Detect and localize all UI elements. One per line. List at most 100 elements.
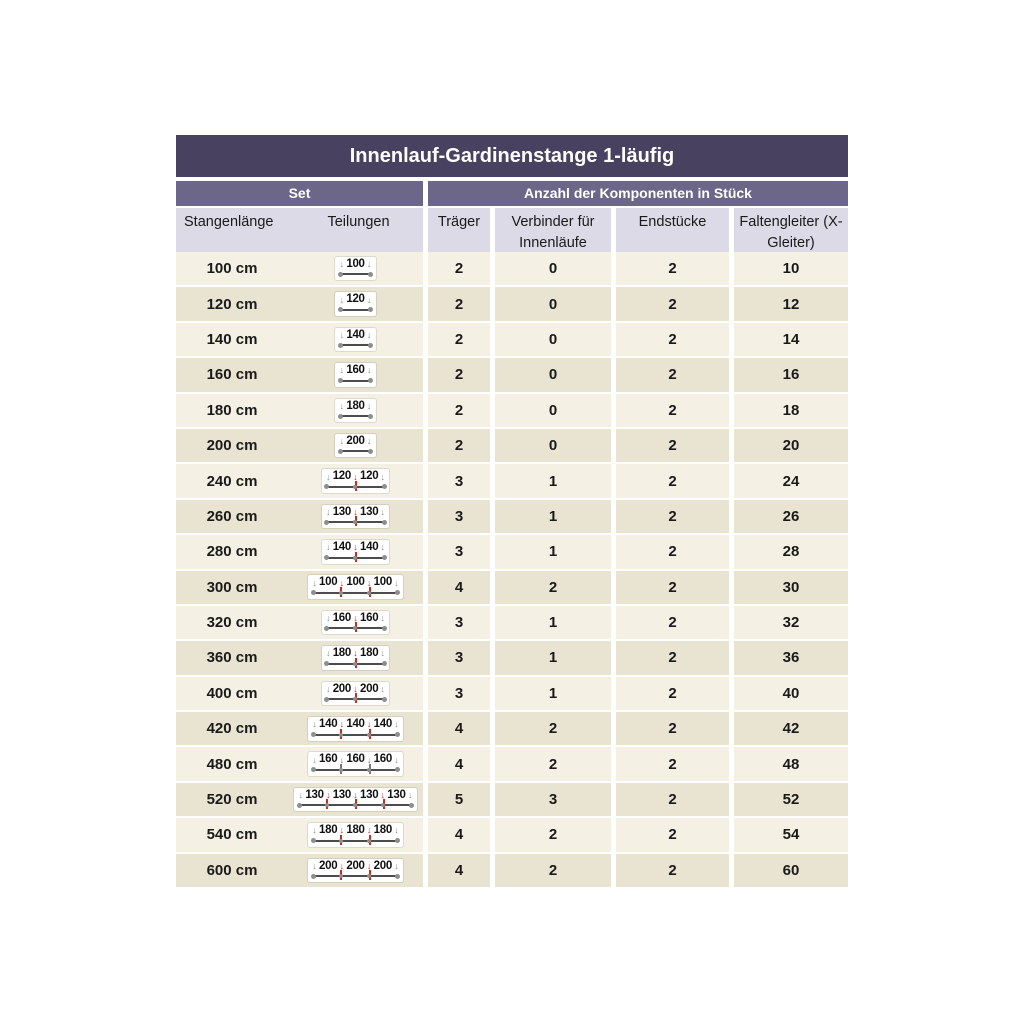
bracket-dot <box>337 307 343 313</box>
rod-length: 160 cm <box>206 366 258 384</box>
bracket-dot <box>381 803 386 808</box>
verbinder-count: 2 <box>495 570 611 604</box>
column-header-stangenlaenge: Stangenlänge <box>184 214 274 230</box>
bracket-dot <box>324 519 330 525</box>
segment-length: 160 <box>346 364 365 377</box>
end-arrow-icon: ↓ <box>380 471 386 482</box>
end-arrow-icon: ↓ <box>366 329 372 340</box>
end-arrow-icon: ↓ <box>312 860 317 871</box>
bracket-dot <box>368 378 374 384</box>
end-arrow-icon: ↓ <box>325 506 331 517</box>
rod-bar <box>340 344 371 347</box>
teilungen-diagram: ↓ 180 ↓ <box>335 398 376 422</box>
segment-length: 160 <box>346 753 365 766</box>
faltengleiter-count: 54 <box>734 818 848 852</box>
teilungen-diagram: ↓ 120 ↓ 120 ↓ <box>321 469 390 493</box>
traeger-count: 3 <box>428 641 490 675</box>
bracket-dot <box>353 803 357 808</box>
set-cell: 360 cm ↓ 180 ↓ 180 ↓ <box>176 641 423 675</box>
rod-length: 300 cm <box>206 578 258 596</box>
verbinder-count: 1 <box>495 535 611 569</box>
rod-bar <box>313 733 398 736</box>
bracket-dot <box>338 732 343 737</box>
teilungen-diagram: ↓ 100 ↓ <box>335 256 376 281</box>
bracket-dot <box>353 520 357 525</box>
teilungen-diagram: ↓ 160 ↓ <box>335 363 376 387</box>
diagram-dimension-labels: ↓ 140 ↓ 140 ↓ 140 ↓ <box>311 719 400 731</box>
bracket-dot <box>381 625 387 631</box>
traeger-count: 3 <box>428 499 490 534</box>
diagram-dimension-labels: ↓ 100 ↓ <box>338 257 372 271</box>
bracket-dot <box>338 838 343 843</box>
rod-length: 180 cm <box>206 401 258 419</box>
connector-arrow-icon: ↓ <box>353 683 358 694</box>
table-row: 400 cm ↓ 200 ↓ 200 ↓ 3 1 2 40 <box>176 676 848 711</box>
bracket-dot <box>353 626 357 631</box>
teilungen-cell: ↓ 130 ↓ 130 ↓ 130 ↓ 130 ↓ <box>288 787 423 812</box>
end-arrow-icon: ↓ <box>325 613 331 624</box>
segment-length: 130 <box>360 788 379 801</box>
rod-line <box>310 586 401 597</box>
set-cell: 180 cm ↓ 180 ↓ <box>176 393 423 427</box>
diagram-dimension-labels: ↓ 200 ↓ 200 ↓ 200 ↓ <box>311 860 400 873</box>
rod-line <box>296 799 415 810</box>
teilungen-diagram: ↓ 180 ↓ 180 ↓ 180 ↓ <box>308 823 403 847</box>
faltengleiter-count: 40 <box>734 676 848 711</box>
bracket-dot <box>296 802 302 808</box>
bracket-dot <box>324 625 330 631</box>
segment-length: 140 <box>360 541 379 554</box>
end-arrow-icon: ↓ <box>339 400 345 411</box>
teilungen-diagram: ↓ 180 ↓ 180 ↓ <box>321 646 390 670</box>
teilungen-cell: ↓ 180 ↓ 180 ↓ <box>288 646 423 670</box>
bracket-dot <box>368 342 374 348</box>
connector-arrow-icon: ↓ <box>353 613 358 624</box>
verbinder-count: 3 <box>495 782 611 817</box>
bracket-dot <box>409 802 415 808</box>
verbinder-count: 1 <box>495 499 611 534</box>
connector-arrow-icon: ↓ <box>339 719 345 730</box>
connector-arrow-icon: ↓ <box>339 860 345 871</box>
verbinder-count: 0 <box>495 252 611 286</box>
diagram-dimension-labels: ↓ 200 ↓ <box>338 435 372 448</box>
end-arrow-icon: ↓ <box>312 754 317 765</box>
set-cell: 520 cm ↓ 130 ↓ 130 ↓ 130 ↓ 130 ↓ <box>176 782 423 817</box>
table-row: 120 cm ↓ 120 ↓ 2 0 2 12 <box>176 287 848 321</box>
bracket-dot <box>367 874 372 879</box>
end-arrow-icon: ↓ <box>312 825 317 836</box>
table-row: 520 cm ↓ 130 ↓ 130 ↓ 130 ↓ 130 ↓ 5 3 2 52 <box>176 782 848 817</box>
teilungen-diagram: ↓ 160 ↓ 160 ↓ 160 ↓ <box>308 752 403 776</box>
bracket-dot <box>381 519 387 525</box>
segment-length: 180 <box>360 647 379 660</box>
segment-length: 160 <box>360 611 379 624</box>
column-header-verbinder: Verbinder für Innenläufe <box>495 208 611 255</box>
faltengleiter-count: 12 <box>734 287 848 321</box>
end-arrow-icon: ↓ <box>380 506 386 517</box>
bracket-dot <box>324 484 330 490</box>
faltengleiter-count: 30 <box>734 570 848 604</box>
rod-length: 120 cm <box>206 295 258 313</box>
endstuecke-count: 2 <box>616 535 729 569</box>
diagram-dimension-labels: ↓ 160 ↓ 160 ↓ <box>325 611 387 625</box>
group-header-components: Anzahl der Komponenten in Stück <box>428 181 848 206</box>
segment-length: 100 <box>346 576 365 589</box>
bracket-dot <box>310 767 316 773</box>
bracket-dot <box>338 590 343 595</box>
bracket-dot <box>338 767 343 772</box>
column-header-endstuecke: Endstücke <box>616 208 729 255</box>
end-arrow-icon: ↓ <box>394 860 399 871</box>
rod-bar <box>340 379 371 382</box>
rod-line <box>324 480 387 491</box>
rod-line <box>337 341 374 349</box>
connector-arrow-icon: ↓ <box>353 648 358 659</box>
bracket-dot <box>367 590 372 595</box>
end-arrow-icon: ↓ <box>339 259 345 270</box>
segment-length: 100 <box>346 257 365 270</box>
bracket-dot <box>324 661 330 667</box>
bracket-dot <box>310 838 316 844</box>
rod-bar <box>340 450 371 453</box>
endstuecke-count: 2 <box>616 252 729 286</box>
diagram-dimension-labels: ↓ 120 ↓ 120 ↓ <box>325 471 387 483</box>
bracket-dot <box>395 767 401 773</box>
set-cell: 160 cm ↓ 160 ↓ <box>176 358 423 392</box>
teilungen-cell: ↓ 200 ↓ 200 ↓ 200 ↓ <box>288 858 423 883</box>
